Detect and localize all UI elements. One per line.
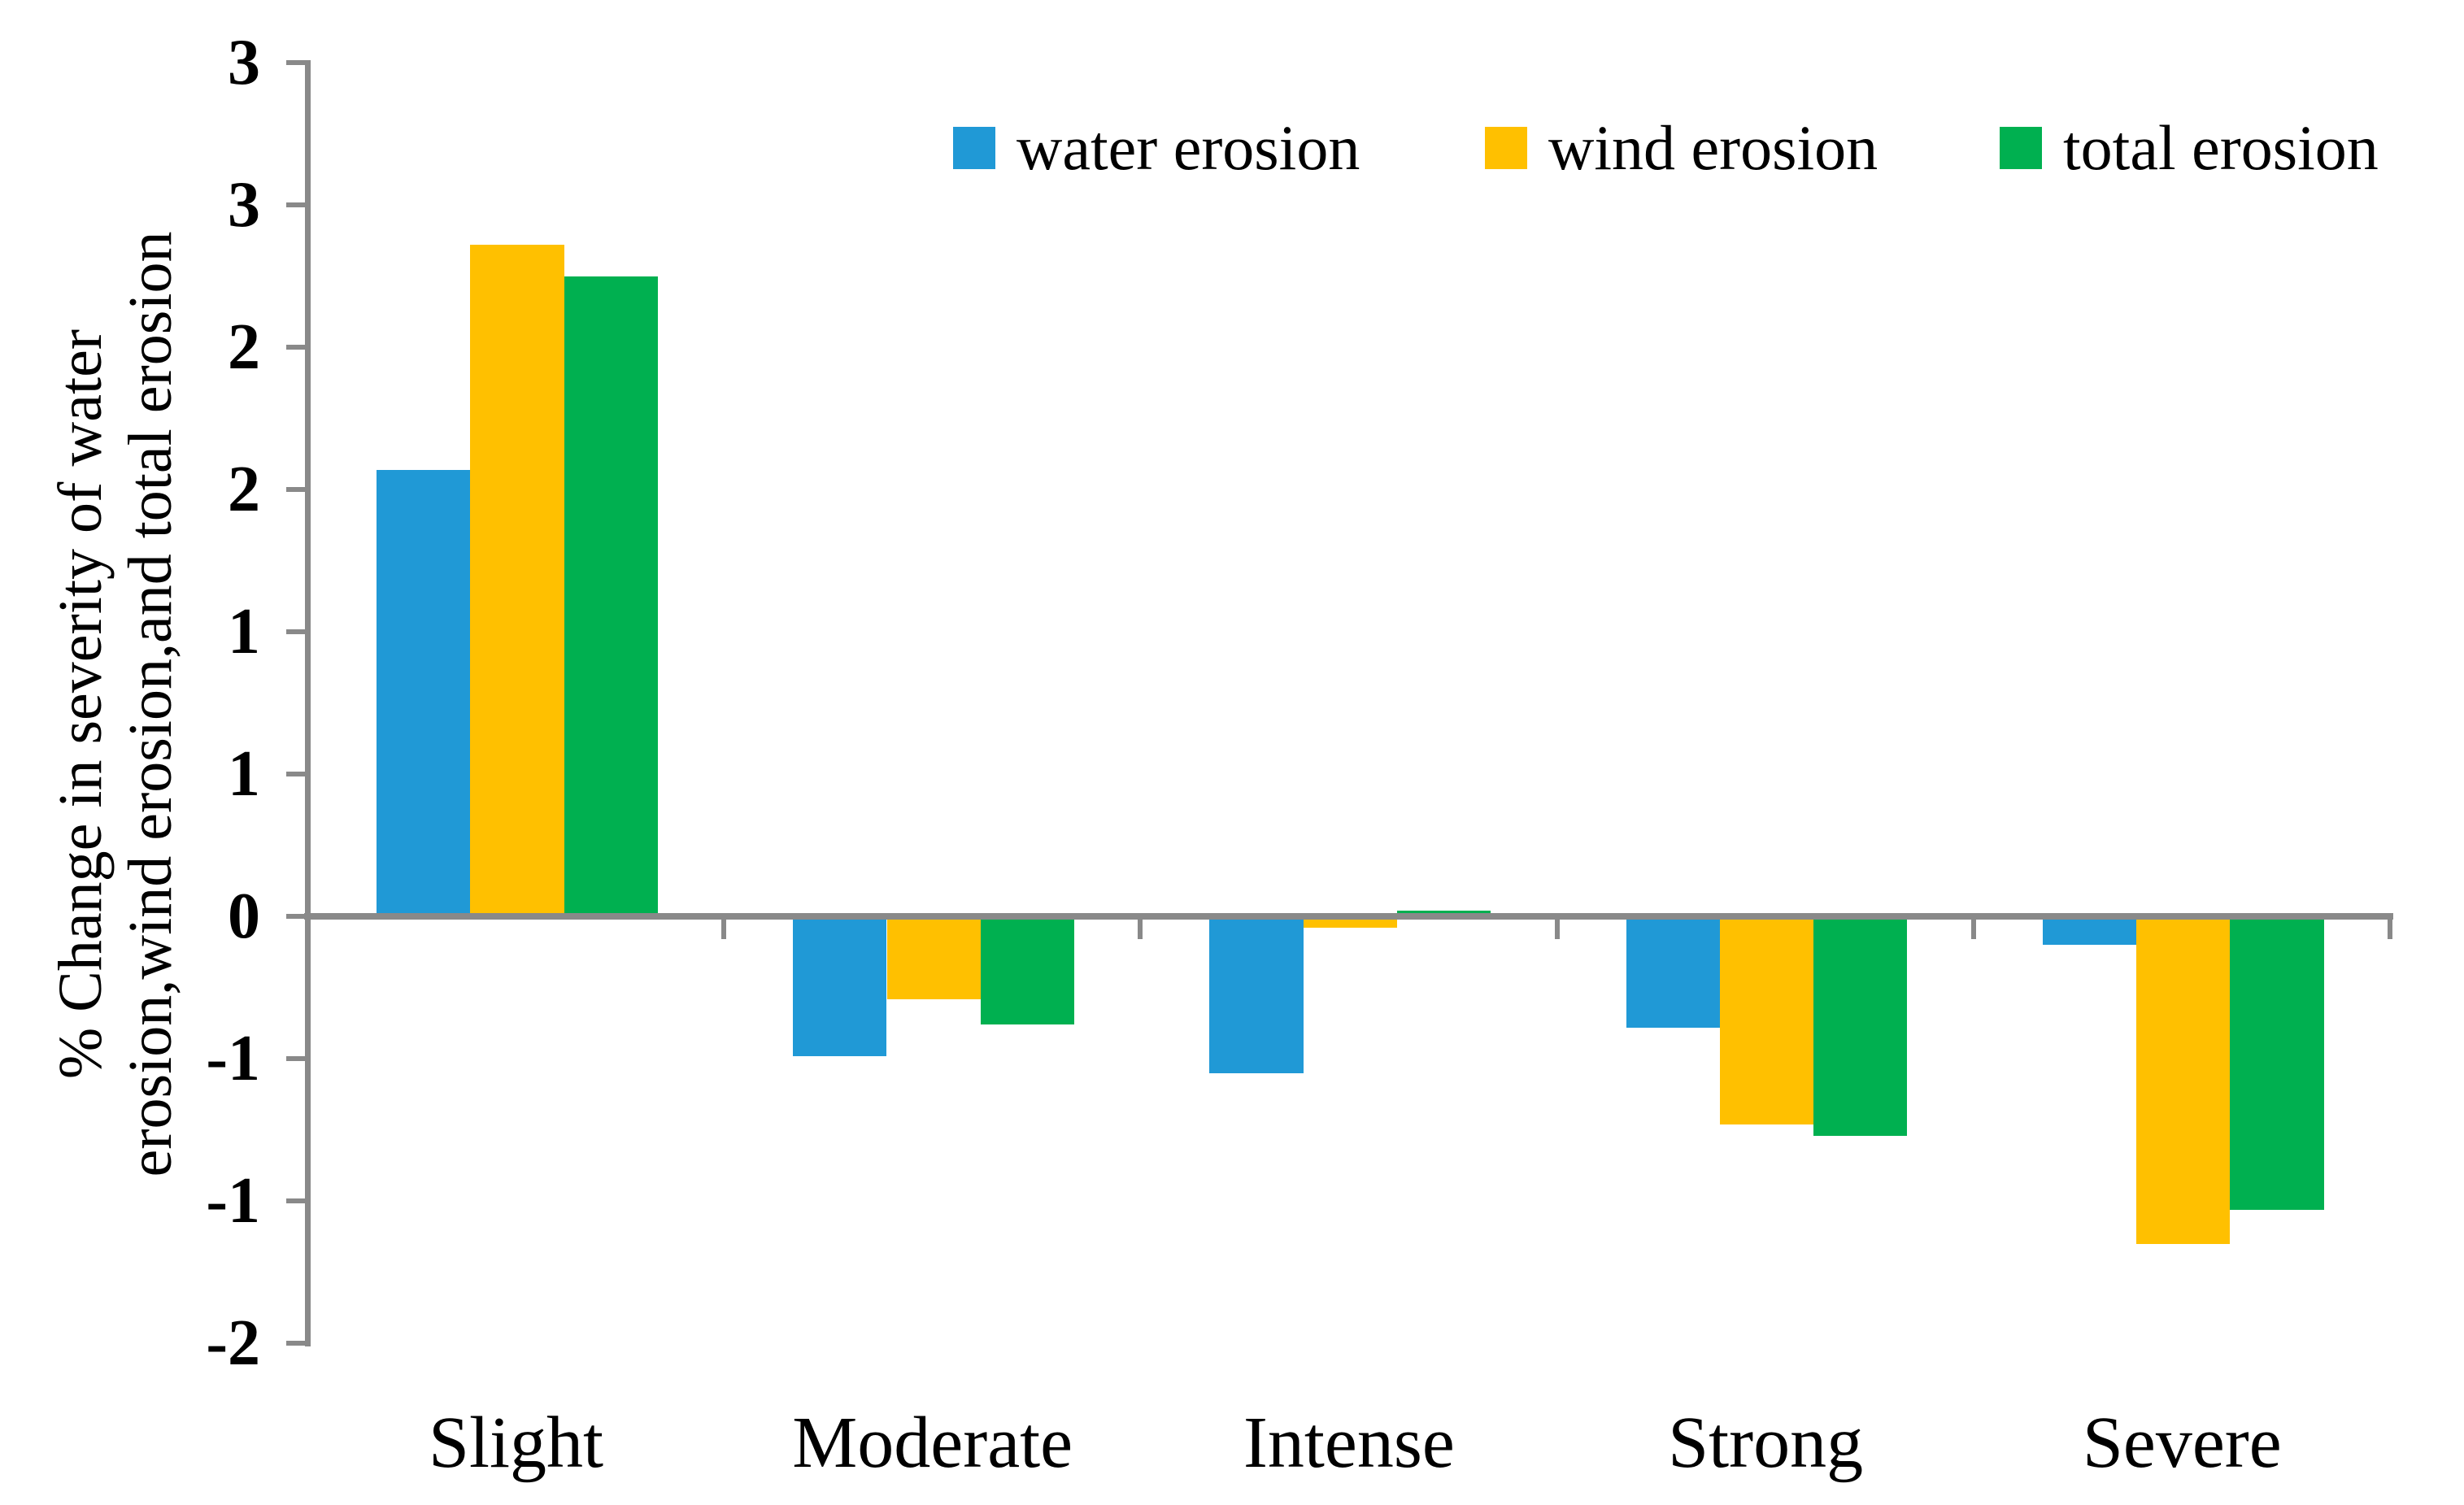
y-axis-tick bbox=[286, 1056, 307, 1061]
x-axis-zero-line bbox=[304, 913, 2393, 920]
y-axis-tick bbox=[286, 1198, 307, 1203]
y-axis-tick bbox=[286, 914, 307, 919]
bar-water-erosion-slight bbox=[377, 469, 471, 916]
bar-total-erosion-slight bbox=[564, 276, 658, 916]
bar-wind-erosion-severe bbox=[2136, 916, 2231, 1244]
bar-wind-erosion-moderate bbox=[886, 916, 981, 999]
bar-water-erosion-moderate bbox=[793, 916, 887, 1056]
y-axis-tick bbox=[286, 60, 307, 65]
x-axis-tick bbox=[721, 916, 727, 939]
x-axis-tick bbox=[1970, 916, 1976, 939]
y-axis-tick bbox=[286, 202, 307, 207]
legend-item-wind-erosion: wind erosion bbox=[1485, 116, 1878, 180]
y-axis-tick-label: -2 bbox=[206, 1307, 260, 1379]
legend-label-water-erosion: water erosion bbox=[1017, 112, 1360, 183]
y-axis-tick-label: 1 bbox=[228, 738, 260, 810]
x-axis-tick bbox=[1554, 916, 1560, 939]
x-axis-label-moderate: Moderate bbox=[792, 1403, 1073, 1483]
y-axis-tick-label: -1 bbox=[206, 1165, 260, 1237]
y-axis-tick-label: 2 bbox=[228, 311, 260, 383]
y-axis-tick-label: 3 bbox=[228, 27, 260, 98]
total-erosion-swatch bbox=[2000, 127, 2042, 169]
y-axis-tick-label: 0 bbox=[228, 881, 260, 952]
x-axis-label-intense: Intense bbox=[1243, 1403, 1455, 1483]
x-axis-label-slight: Slight bbox=[428, 1403, 604, 1483]
y-axis-tick-label: 1 bbox=[228, 596, 260, 668]
legend-label-total-erosion: total erosion bbox=[2063, 112, 2379, 183]
legend-label-wind-erosion: wind erosion bbox=[1548, 112, 1878, 183]
x-axis-label-severe: Severe bbox=[2082, 1403, 2282, 1483]
bar-total-erosion-severe bbox=[2230, 916, 2324, 1210]
x-axis-tick bbox=[1138, 916, 1143, 939]
bar-water-erosion-severe bbox=[2042, 916, 2137, 945]
x-axis-label-strong: Strong bbox=[1668, 1403, 1864, 1483]
bar-wind-erosion-strong bbox=[1719, 916, 1814, 1124]
bar-total-erosion-strong bbox=[1813, 916, 1908, 1136]
y-axis-tick bbox=[286, 629, 307, 634]
y-axis-tick bbox=[286, 487, 307, 492]
bar-total-erosion-moderate bbox=[980, 916, 1075, 1024]
legend-item-water-erosion: water erosion bbox=[953, 116, 1360, 180]
y-axis-line bbox=[305, 60, 311, 1346]
bar-water-erosion-strong bbox=[1626, 916, 1720, 1028]
y-axis-tick-label: 2 bbox=[228, 454, 260, 525]
y-axis-tick-label: -1 bbox=[206, 1023, 260, 1094]
bar-water-erosion-intense bbox=[1209, 916, 1304, 1073]
y-axis-tick bbox=[286, 345, 307, 350]
y-axis-tick-label: 3 bbox=[228, 169, 260, 241]
x-axis-tick bbox=[2388, 916, 2392, 939]
bar-wind-erosion-slight bbox=[470, 245, 564, 916]
y-axis-tick bbox=[286, 1341, 307, 1346]
water-erosion-swatch bbox=[953, 127, 995, 169]
y-axis-tick bbox=[286, 772, 307, 776]
wind-erosion-swatch bbox=[1485, 127, 1527, 169]
legend-item-total-erosion: total erosion bbox=[2000, 116, 2379, 180]
